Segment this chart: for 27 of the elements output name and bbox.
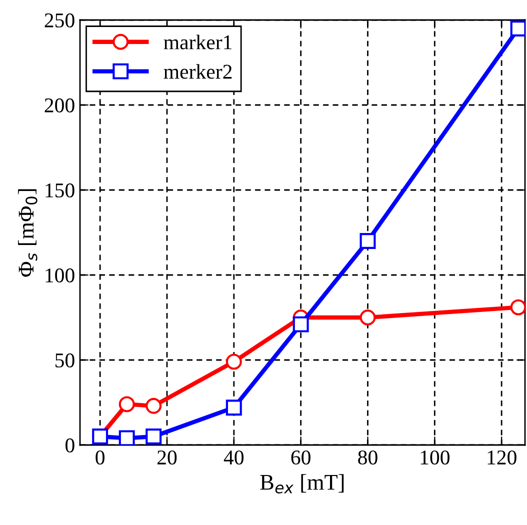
point xyxy=(360,310,376,326)
point xyxy=(510,299,525,316)
y-tick-label: 100 xyxy=(46,268,74,282)
y-tick-label: 150 xyxy=(46,183,74,198)
legend-label: merker2 xyxy=(164,64,232,79)
point xyxy=(360,233,376,249)
y-tick-label: 250 xyxy=(44,13,74,28)
x-tick-label: 60 xyxy=(291,450,310,465)
x-tick-label: 0 xyxy=(96,450,104,465)
point xyxy=(226,400,242,416)
x-tick-label: 40 xyxy=(224,450,244,465)
point xyxy=(146,428,162,444)
y-tick-label: 50 xyxy=(56,353,74,368)
point xyxy=(146,398,162,414)
point xyxy=(226,354,242,370)
x-tick-label: 20 xyxy=(157,450,177,465)
point xyxy=(292,316,309,332)
x-tick-label: 120 xyxy=(488,450,516,465)
y-tick-label: 200 xyxy=(44,98,74,112)
x-tick-label: 80 xyxy=(358,450,378,465)
x-tick-label: 100 xyxy=(420,450,450,465)
legend-label: marker1 xyxy=(164,34,232,50)
x-axis-title: B$_{ex}$ [mT] xyxy=(260,474,344,494)
point xyxy=(118,396,135,412)
y-tick-label: 0 xyxy=(66,438,74,452)
y-axis-title: Φ$_{s}$ [mΦ$_{0}$] xyxy=(18,189,38,277)
point xyxy=(118,430,135,445)
